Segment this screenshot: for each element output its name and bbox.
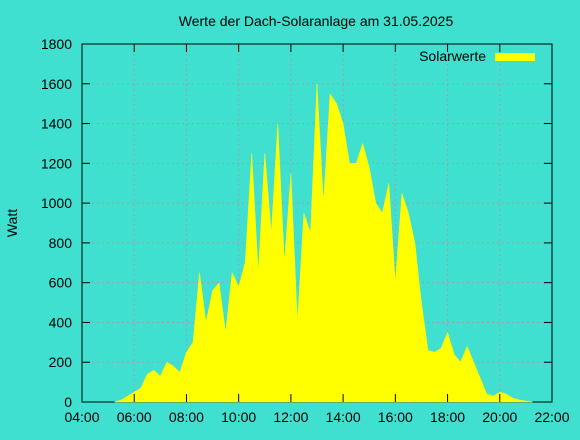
- y-axis-label: Watt: [4, 209, 20, 237]
- axis-ticks: [81, 43, 553, 403]
- y-tick-label: 1400: [41, 116, 72, 132]
- x-tick-label: 18:00: [430, 409, 465, 425]
- y-tick-label: 200: [49, 354, 73, 370]
- x-tick-label: 06:00: [117, 409, 152, 425]
- x-tick-label: 14:00: [326, 409, 361, 425]
- y-tick-label: 1200: [41, 155, 72, 171]
- x-tick-label: 22:00: [534, 409, 569, 425]
- x-tick-label: 04:00: [64, 409, 99, 425]
- legend: Solarwerte: [419, 48, 535, 64]
- y-tick-label: 1800: [41, 36, 72, 52]
- chart-title: Werte der Dach-Solaranlage am 31.05.2025: [179, 13, 454, 29]
- x-tick-label: 12:00: [273, 409, 308, 425]
- y-tick-label: 600: [49, 275, 73, 291]
- x-tick-label: 10:00: [221, 409, 256, 425]
- y-tick-label: 1000: [41, 195, 72, 211]
- y-tick-label: 800: [49, 235, 73, 251]
- x-tick-label: 08:00: [169, 409, 204, 425]
- series-area-solarwerte: [114, 83, 533, 403]
- legend-swatch: [495, 53, 535, 61]
- series-area-group: [114, 83, 533, 403]
- tick-labels: 0 200 400 600 800 1000 1200 1400 1600 1800 04:00 06…: [41, 36, 570, 425]
- x-tick-label: 20:00: [482, 409, 517, 425]
- legend-label: Solarwerte: [419, 48, 486, 64]
- y-tick-label: 0: [64, 394, 72, 410]
- x-tick-label: 16:00: [378, 409, 413, 425]
- y-tick-label: 400: [49, 314, 73, 330]
- y-tick-label: 1600: [41, 76, 72, 92]
